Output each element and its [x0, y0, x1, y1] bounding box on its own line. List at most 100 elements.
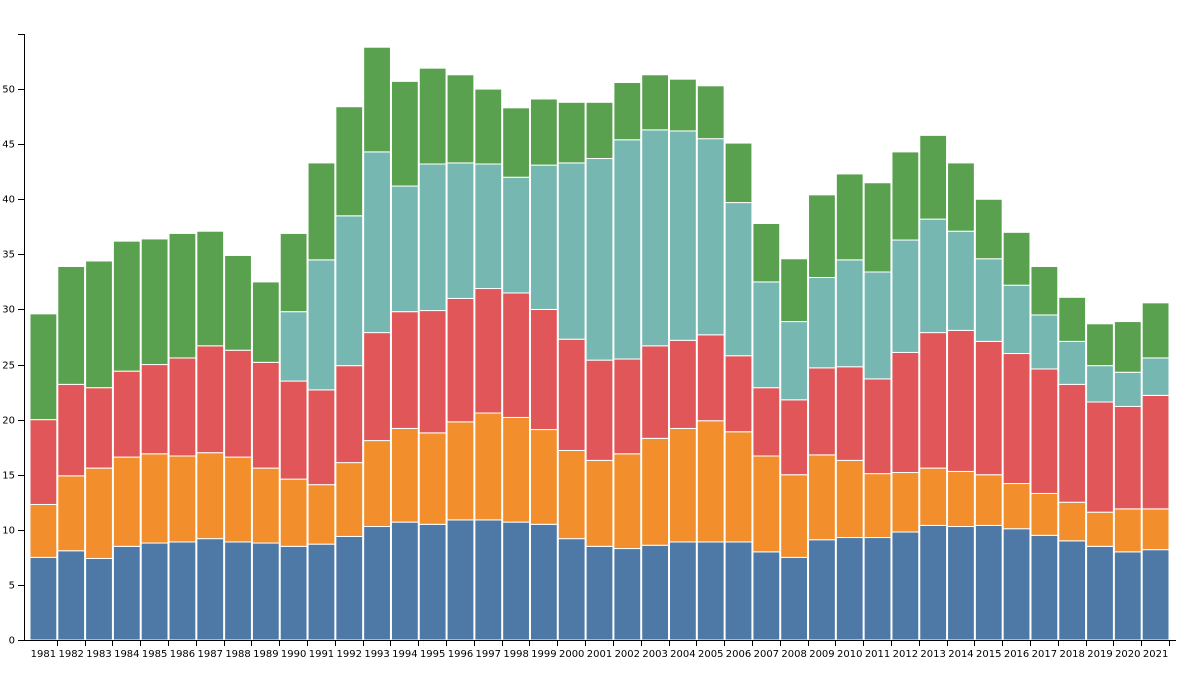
- bar-segment-1990-s1: [279, 545, 308, 641]
- bar-segment-1986-s5: [168, 232, 197, 359]
- bar-segment-1995-s4: [418, 163, 447, 312]
- bar-segment-1984-s5: [112, 240, 141, 372]
- bar-segment-2006-s1: [724, 541, 753, 641]
- bar-stack-2014: [947, 162, 975, 641]
- bar-segment-2005-s4: [696, 138, 725, 336]
- x-tick-label-2004: 2004: [670, 649, 695, 660]
- bar-stack-2000: [557, 101, 586, 641]
- bar-stack-1982: [57, 265, 86, 641]
- bar-segment-1997-s5: [474, 88, 503, 165]
- bar-stack-1983: [85, 260, 113, 641]
- y-tick-label-45: 45: [2, 140, 15, 151]
- bar-segment-2018-s1: [1058, 540, 1087, 641]
- bar-segment-2013-s3: [919, 332, 948, 469]
- bar-segment-1992-s5: [335, 106, 364, 217]
- bar-segment-1985-s1: [140, 542, 169, 641]
- bar-segment-2019-s4: [1086, 365, 1114, 403]
- bar-segment-1985-s2: [140, 453, 169, 544]
- bar-segment-1996-s1: [446, 519, 475, 641]
- x-tick-label-1998: 1998: [503, 649, 528, 660]
- bar-segment-1990-s4: [279, 311, 308, 382]
- bar-segment-1992-s2: [335, 462, 364, 537]
- bar-segment-2010-s2: [835, 459, 864, 539]
- bar-segment-1998-s1: [502, 521, 530, 641]
- bar-segment-1999-s4: [529, 164, 558, 310]
- bar-segment-2011-s5: [863, 182, 892, 273]
- x-tick-label-1992: 1992: [337, 649, 362, 660]
- bar-segment-2011-s3: [863, 378, 892, 475]
- bar-segment-1999-s5: [529, 98, 558, 166]
- x-tick-label-1984: 1984: [114, 649, 139, 660]
- bar-segment-2020-s5: [1113, 321, 1142, 373]
- bar-stack-1990: [279, 232, 308, 641]
- bar-segment-1995-s3: [418, 310, 447, 434]
- bar-segment-2018-s5: [1058, 296, 1087, 342]
- x-tick-label-2002: 2002: [615, 649, 640, 660]
- bar-segment-2012-s4: [891, 239, 920, 353]
- bar-segment-2016-s2: [1002, 483, 1031, 530]
- bar-segment-2005-s2: [696, 420, 725, 543]
- bar-segment-1996-s3: [446, 297, 475, 423]
- bar-segment-1981-s2: [29, 503, 58, 558]
- bar-segment-1983-s3: [85, 387, 113, 469]
- bar-segment-1998-s5: [502, 107, 530, 178]
- bar-segment-2020-s3: [1113, 405, 1142, 510]
- bar-segment-2013-s2: [919, 467, 948, 526]
- bar-segment-1999-s1: [529, 523, 558, 641]
- bar-segment-2007-s2: [752, 455, 781, 553]
- bar-segment-2005-s1: [696, 541, 725, 641]
- bar-stack-2002: [613, 81, 642, 641]
- bar-segment-1993-s3: [363, 332, 391, 442]
- bar-segment-1989-s2: [251, 467, 280, 544]
- x-tick-label-1993: 1993: [364, 649, 389, 660]
- bar-segment-1987-s1: [196, 538, 225, 641]
- bar-segment-2007-s1: [752, 551, 781, 641]
- bar-stack-2004: [669, 78, 697, 641]
- bar-segment-1989-s3: [251, 361, 280, 469]
- bar-segment-2000-s5: [557, 101, 586, 164]
- bar-stack-1991: [307, 162, 336, 641]
- x-tick-label-2021: 2021: [1143, 649, 1168, 660]
- bar-segment-2000-s3: [557, 338, 586, 451]
- bar-segment-2003-s1: [641, 544, 670, 641]
- x-tick-label-1987: 1987: [198, 649, 223, 660]
- bar-segment-1994-s3: [390, 311, 419, 429]
- bar-segment-2009-s3: [808, 367, 836, 456]
- bar-segment-1983-s5: [85, 260, 113, 389]
- bar-segment-1988-s5: [224, 254, 252, 351]
- x-tick-label-1997: 1997: [476, 649, 501, 660]
- bar-segment-1997-s3: [474, 288, 503, 414]
- bar-segment-1990-s5: [279, 232, 308, 313]
- bar-segment-2013-s1: [919, 524, 948, 641]
- bar-stack-2012: [891, 151, 920, 641]
- bar-segment-1991-s4: [307, 259, 336, 391]
- bar-segment-1994-s1: [390, 521, 419, 641]
- bar-segment-2005-s3: [696, 334, 725, 422]
- y-tick-label-30: 30: [2, 305, 15, 316]
- x-tick-label-2013: 2013: [920, 649, 945, 660]
- bar-segment-2012-s1: [891, 531, 920, 641]
- bar-segment-2006-s3: [724, 355, 753, 433]
- bar-segment-2012-s2: [891, 472, 920, 533]
- bar-segment-1987-s3: [196, 345, 225, 454]
- bar-segment-1989-s5: [251, 281, 280, 363]
- x-tick-label-2011: 2011: [865, 649, 890, 660]
- bar-stack-1993: [363, 46, 391, 641]
- x-tick-label-1996: 1996: [448, 649, 473, 660]
- bar-segment-2008-s1: [780, 556, 809, 641]
- bar-segment-1991-s3: [307, 389, 336, 486]
- bar-segment-1987-s2: [196, 452, 225, 540]
- bar-stack-2013: [919, 134, 948, 641]
- y-tick-label-35: 35: [2, 250, 15, 261]
- bar-segment-2001-s5: [585, 101, 614, 159]
- bar-stack-1986: [168, 232, 197, 641]
- bar-segment-1988-s1: [224, 541, 252, 641]
- x-tick-label-1990: 1990: [281, 649, 306, 660]
- bar-segment-2002-s2: [613, 453, 642, 550]
- bar-segment-2021-s4: [1141, 357, 1170, 396]
- x-tick-label-2019: 2019: [1087, 649, 1112, 660]
- bar-segment-2015-s1: [974, 524, 1003, 641]
- x-tick-label-2020: 2020: [1115, 649, 1140, 660]
- bar-segment-1995-s2: [418, 432, 447, 525]
